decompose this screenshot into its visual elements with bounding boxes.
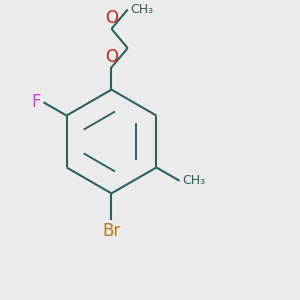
Text: Br: Br [102,221,121,239]
Text: CH₃: CH₃ [130,3,154,16]
Text: O: O [105,9,118,27]
Text: CH₃: CH₃ [182,174,206,187]
Text: O: O [105,48,118,66]
Text: F: F [31,93,40,111]
